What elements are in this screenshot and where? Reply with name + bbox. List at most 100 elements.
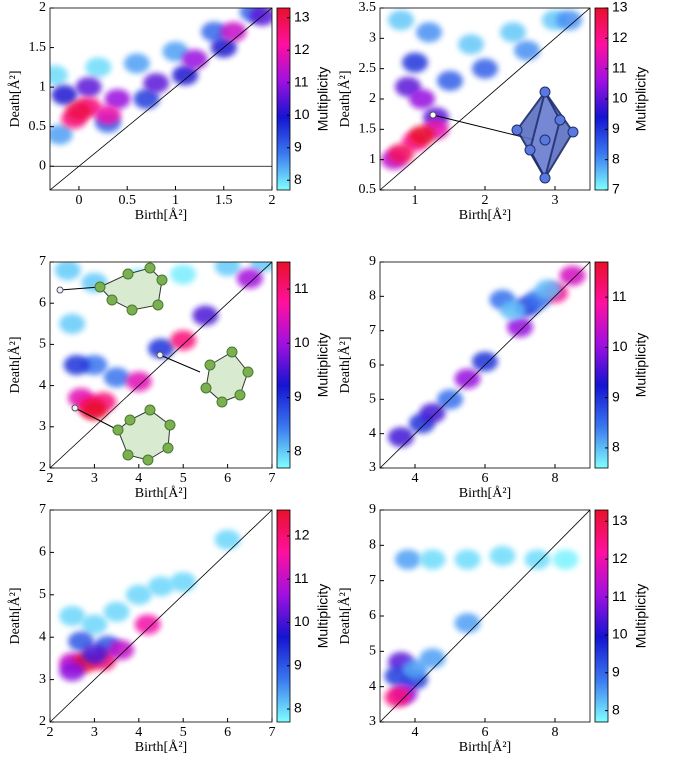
density-cell [65, 100, 92, 121]
density-cell [201, 21, 228, 42]
diagonal [380, 262, 590, 468]
density-cell [181, 49, 208, 70]
y-axis-label: Death[Å²] [337, 70, 353, 127]
density-cell [402, 659, 428, 679]
atoms [511, 86, 579, 184]
x-tick-label: 5 [180, 725, 187, 740]
x-axis-label: Birth[Å²] [135, 207, 187, 223]
x-tick-label: 0 [75, 193, 82, 208]
density-cell [162, 41, 189, 62]
x-axis-label: Birth[Å²] [459, 207, 511, 223]
colorbar-tick-label: 10 [294, 106, 310, 122]
y-axis-label: Death[Å²] [337, 336, 353, 393]
y-axis-label: Death[Å²] [7, 70, 23, 127]
density-cell [103, 367, 130, 388]
colorbar-tick-label: 9 [294, 388, 302, 404]
y-tick-label: 3.5 [359, 0, 377, 15]
density-cell [489, 545, 516, 566]
y-tick-label: 3 [39, 672, 46, 687]
colorbar-tick-label: 13 [612, 0, 628, 15]
density-cell [388, 10, 414, 31]
density-cell [552, 549, 579, 570]
density-cell [143, 73, 170, 94]
diagonal [50, 262, 272, 468]
density-cell [170, 264, 197, 285]
panel: 0 0.5 1 1.5 2 0 0.5 1 1.5 2 Birth[Å²] Death[Å²] 8 9 10… [7, 0, 330, 223]
density-cell [535, 279, 561, 300]
colorbar-tick-label: 12 [294, 41, 310, 57]
colorbar-tick-label: 9 [294, 656, 302, 672]
y-tick-label: 4 [369, 426, 376, 441]
x-tick-label: 1.5 [215, 193, 233, 208]
colorbar-tick-label: 8 [612, 701, 620, 717]
y-tick-label: 2 [39, 460, 46, 475]
x-axis-label: Birth[Å²] [135, 485, 187, 501]
plots: 0 0.5 1 1.5 200.511.52Birth[Å²]Death[Å²]8910… [7, 0, 648, 755]
density-cell [500, 300, 526, 321]
x-tick-label: 3 [91, 471, 98, 486]
diagonal [50, 8, 272, 190]
density-cell [125, 584, 152, 605]
y-tick-label: 3 [369, 714, 376, 729]
colorbar-tick-label: 13 [612, 512, 628, 528]
y-tick-label: 5 [39, 587, 46, 602]
density-cell [395, 549, 421, 570]
density-cell [214, 262, 241, 277]
colorbar-tick-label: 9 [612, 663, 620, 679]
colorbar [276, 7, 291, 191]
y-tick-label: 7 [369, 573, 376, 588]
y-tick-label: 7 [39, 254, 46, 269]
density-cell [236, 268, 263, 289]
colorbar-tick-label: 8 [612, 150, 620, 166]
y-tick-label: 7 [369, 323, 376, 338]
density-cell [437, 70, 463, 91]
density-cell [81, 400, 108, 421]
colorbar-label: Multiplicity [315, 333, 331, 398]
points [56, 286, 164, 412]
colorbar-tick-label: 10 [612, 626, 628, 642]
y-tick-label: 2 [369, 91, 376, 106]
panel: 4 6 8 3 4 5 6 7 8 9 Birth[Å²] Death[Å²] 8 9 10 11 12 13 Mu… [337, 502, 648, 755]
ring-atoms [94, 262, 254, 466]
density-cell [59, 661, 86, 682]
density-cell [454, 549, 481, 570]
panel: 2 3 4 5 6 7 2 3 4 5 6 7 Birth[Å²] Death[Å²] 8 9 10 11 12 Mu… [7, 502, 330, 755]
colorbar-tick-label: 8 [294, 171, 302, 187]
density-cell [507, 317, 533, 338]
density-cell [419, 403, 446, 424]
x-axis-label: Birth[Å²] [135, 739, 187, 755]
density-cell [514, 40, 540, 61]
density-cell [250, 262, 272, 272]
colorbar-tick-label: 8 [294, 442, 302, 458]
density-cell [472, 58, 498, 79]
x-axis-label: Birth[Å²] [459, 739, 511, 755]
y-axis-label: Death[Å²] [7, 587, 23, 644]
panel: 4 6 8 3 4 5 6 7 8 9 Birth[Å²] Death[Å²] 8 9 10 11 Multip… [337, 254, 648, 501]
colorbar-tick-label: 10 [612, 338, 628, 354]
insets [56, 86, 579, 466]
density-cell [220, 21, 247, 42]
x-tick-label: 2 [269, 193, 276, 208]
density-cell [50, 65, 68, 86]
density-cell [170, 572, 197, 593]
colorbar-tick-label: 9 [612, 388, 620, 404]
plot-area [50, 510, 272, 722]
y-tick-label: 3 [39, 419, 46, 434]
density-cell [416, 22, 442, 43]
colorbar-tick-label: 12 [612, 550, 628, 566]
colorbar-label: Multiplicity [633, 584, 649, 649]
density-cell [148, 576, 174, 597]
density-cell [214, 529, 241, 550]
x-tick-label: 0.5 [118, 193, 136, 208]
colorbar-tick-label: 9 [612, 120, 620, 136]
density-cell [409, 89, 435, 109]
y-tick-label: 6 [369, 357, 376, 372]
colorbar-tick-label: 11 [294, 73, 309, 89]
x-tick-label: 1 [172, 193, 179, 208]
x-tick-label: 5 [180, 471, 187, 486]
density-cell [59, 606, 86, 626]
y-tick-label: 0.5 [29, 119, 47, 134]
density-cell [54, 262, 81, 281]
density-cell [51, 85, 78, 106]
y-tick-label: 9 [369, 254, 376, 269]
